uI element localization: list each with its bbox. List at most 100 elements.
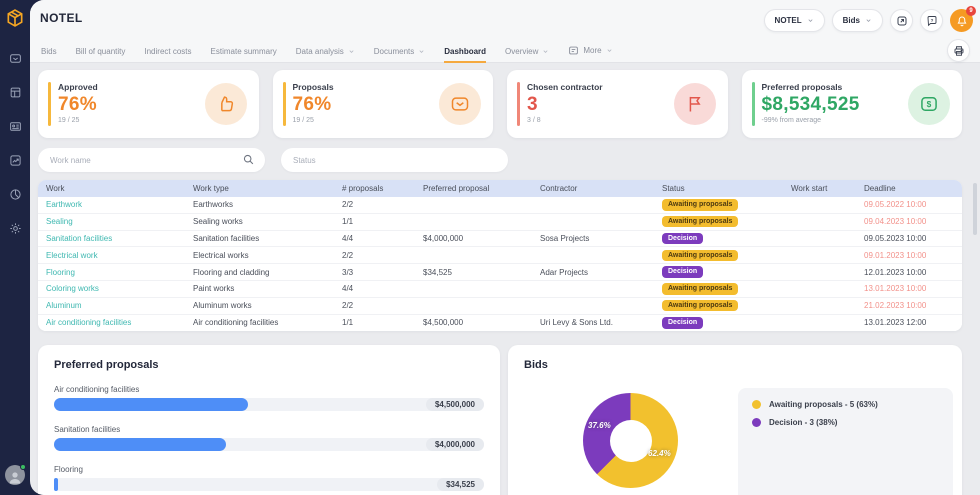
legend-label: Decision - 3 (38%) <box>769 418 838 427</box>
tab-overview[interactable]: Overview <box>505 47 549 63</box>
stat-value: 3 <box>527 94 538 115</box>
charts-row: Preferred proposals Air conditioning fac… <box>38 345 962 495</box>
chart-trend-icon[interactable] <box>9 154 22 167</box>
legend-dot <box>752 418 761 427</box>
tab-estimate-summary[interactable]: Estimate summary <box>210 47 277 56</box>
status-cell: Awaiting proposals <box>662 249 791 262</box>
help-button[interactable]: ? <box>920 9 943 32</box>
vertical-scrollbar[interactable] <box>973 183 977 235</box>
tab-dashboard[interactable]: Dashboard <box>444 47 487 63</box>
proposals-cell: 2/2 <box>342 250 354 260</box>
envelope-icon <box>439 83 481 125</box>
header-actions: NOTEL Bids ? 9 <box>763 6 976 32</box>
work-link[interactable]: Sanitation facilities <box>46 233 113 243</box>
bill-table-icon[interactable] <box>9 86 22 99</box>
bar-category-label: Flooring <box>54 465 83 474</box>
bar-category-label: Sanitation facilities <box>54 425 121 434</box>
stat-card-chosen-contractor: Chosen contractor 3 3 / 8 <box>507 70 728 138</box>
tab-data-analysis[interactable]: Data analysis <box>296 47 355 63</box>
tab-indirect-costs[interactable]: Indirect costs <box>144 47 192 56</box>
status-cell: Decision <box>662 232 791 245</box>
table-row[interactable]: Flooring Flooring and cladding 3/3 $34,5… <box>38 264 962 281</box>
external-link-button[interactable] <box>890 9 913 32</box>
deadline-cell: 13.01.2023 10:00 <box>864 284 927 294</box>
stat-card-approved: Approved 76% 19 / 25 <box>38 70 259 138</box>
print-button[interactable] <box>947 39 970 62</box>
status-badge: Awaiting proposals <box>662 249 739 262</box>
work-link[interactable]: Air conditioning facilities <box>46 318 132 328</box>
work-name-input[interactable] <box>38 148 265 172</box>
accent-bar <box>282 82 286 126</box>
inbox-icon[interactable] <box>9 52 22 65</box>
stat-card-preferred-proposals: Preferred proposals $8,534,525 -99% from… <box>741 70 962 138</box>
settings-gear-icon[interactable] <box>9 222 22 235</box>
bids-chart-card: Bids 37.6% 62.4% Awaiting proposals - 5 … <box>508 345 962 495</box>
work-link[interactable]: Sealing <box>46 217 73 227</box>
work-link[interactable]: Aluminum <box>46 301 82 311</box>
stat-sub: -99% from average <box>761 117 822 124</box>
app-logo-icon[interactable] <box>5 8 25 28</box>
status-badge: Awaiting proposals <box>662 299 739 312</box>
proposals-cell: 4/4 <box>342 284 354 294</box>
work-link[interactable]: Electrical work <box>46 250 98 260</box>
svg-text:?: ? <box>930 17 933 22</box>
table-row[interactable]: Electrical work Electrical works 2/2 Awa… <box>38 247 962 265</box>
work-link[interactable]: Flooring <box>46 267 75 277</box>
project-selector-button[interactable]: NOTEL <box>763 9 825 32</box>
tab-bids[interactable]: Bids <box>41 47 57 56</box>
work-type-cell: Flooring and cladding <box>193 267 270 277</box>
table-row[interactable]: Earthwork Earthworks 2/2 Awaiting propos… <box>38 197 962 214</box>
stat-card-proposals: Proposals 76% 19 / 25 <box>272 70 493 138</box>
work-link[interactable]: Coloring works <box>46 284 99 294</box>
bids-selector-button[interactable]: Bids <box>831 9 883 32</box>
status-badge: Awaiting proposals <box>662 199 739 211</box>
stat-title: Approved <box>58 82 98 92</box>
online-status-dot <box>20 464 26 470</box>
accent-bar <box>48 82 51 126</box>
stat-title: Chosen contractor <box>527 82 603 92</box>
user-avatar[interactable] <box>5 465 25 485</box>
deadline-cell: 21.02.2023 10:00 <box>864 301 927 311</box>
chevron-down-icon <box>606 47 613 54</box>
work-type-cell: Aluminum works <box>193 301 252 311</box>
table-row[interactable]: Sealing Sealing works 1/1 Awaiting propo… <box>38 213 962 231</box>
col-proposals: # proposals <box>342 184 384 193</box>
col-work: Work <box>46 184 65 193</box>
stat-sub: 19 / 25 <box>58 117 80 124</box>
tab-bill-of-quantity[interactable]: Bill of quantity <box>75 47 126 56</box>
deadline-cell: 13.01.2023 12:00 <box>864 318 927 328</box>
table-row[interactable]: Coloring works Paint works 4/4 Awaiting … <box>38 280 962 298</box>
stat-value: $8,534,525 <box>761 94 860 115</box>
deadline-cell: 09.05.2022 10:00 <box>864 200 927 210</box>
proposals-cell: 3/3 <box>342 267 354 277</box>
col-deadline: Deadline <box>864 184 896 193</box>
status-input[interactable] <box>281 148 508 172</box>
id-card-icon[interactable] <box>9 120 22 133</box>
table-row[interactable]: Air conditioning facilities Air conditio… <box>38 314 962 332</box>
notifications-button[interactable]: 9 <box>950 6 976 32</box>
bar-row: Sanitation facilities $4,000,000 <box>54 425 484 451</box>
tab-documents[interactable]: Documents <box>374 47 425 63</box>
stat-cards-row: Approved 76% 19 / 25 Proposals 76% 19 / … <box>38 70 962 138</box>
col-contractor: Contractor <box>540 184 578 193</box>
chart-legend: Awaiting proposals - 5 (63%) Decision - … <box>738 388 953 495</box>
work-type-cell: Paint works <box>193 284 235 294</box>
table-row[interactable]: Sanitation facilities Sanitation facilit… <box>38 230 962 248</box>
chevron-down-icon <box>865 17 872 24</box>
bar-value-chip: $4,500,000 <box>425 398 484 411</box>
legend-item-awaiting[interactable]: Awaiting proposals - 5 (63%) <box>752 400 939 409</box>
header: NOTEL NOTEL Bids ? 9 Bids Bill of <box>30 0 980 63</box>
bar-category-label: Air conditioning facilities <box>54 385 140 394</box>
work-link[interactable]: Earthwork <box>46 200 83 210</box>
chevron-down-icon <box>418 48 425 55</box>
status-badge: Awaiting proposals <box>662 215 739 228</box>
pie-chart-icon[interactable] <box>9 188 22 201</box>
table-row[interactable]: Aluminum Aluminum works 2/2 Awaiting pro… <box>38 297 962 315</box>
project-selector-label: NOTEL <box>774 16 802 25</box>
legend-item-decision[interactable]: Decision - 3 (38%) <box>752 418 939 427</box>
status-cell: Awaiting proposals <box>662 299 791 312</box>
tab-more[interactable]: More <box>568 45 612 63</box>
chevron-down-icon <box>807 17 814 24</box>
deadline-cell: 09.04.2023 10:00 <box>864 217 927 227</box>
stat-title: Proposals <box>292 82 334 92</box>
